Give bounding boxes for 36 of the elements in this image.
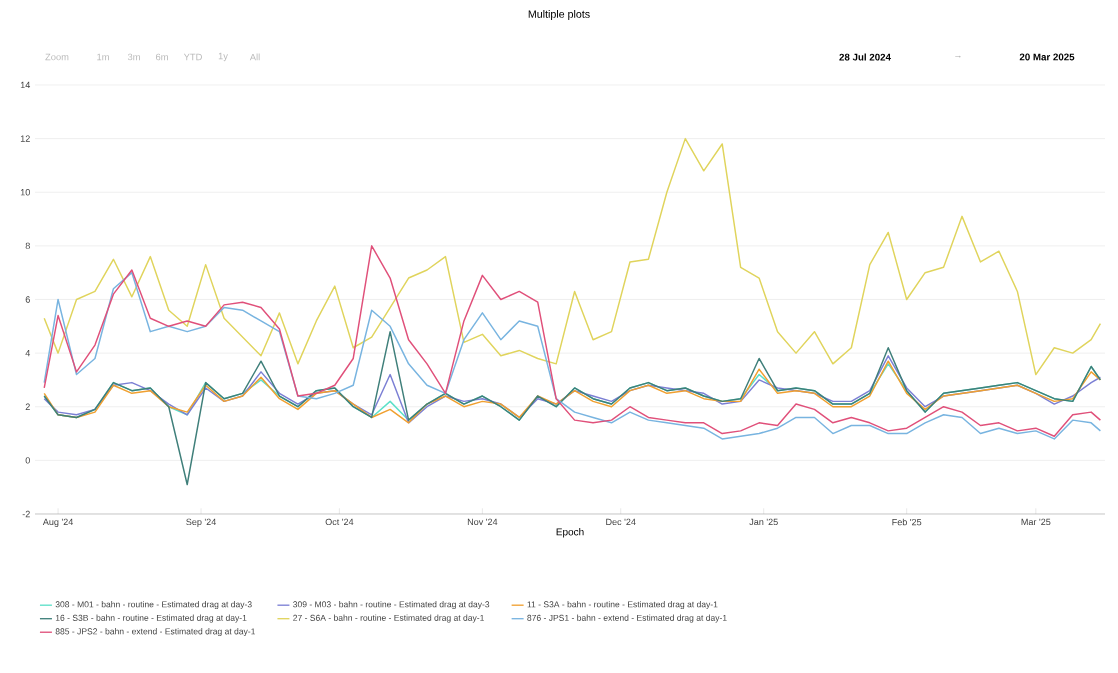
y-tick-label: 0 <box>25 457 30 464</box>
y-tick-label: 2 <box>25 403 30 410</box>
legend-label: 308 - M01 - bahn - routine - Estimated drag at day-3 <box>55 601 252 610</box>
text: 1m <box>97 53 109 61</box>
x-tick-label: Oct '24 <box>325 518 354 526</box>
text: 1y <box>218 52 228 62</box>
x-tick-label: Aug '24 <box>42 518 74 527</box>
x-tick-label: Jan '25 <box>749 518 778 526</box>
x-tick-label: Dec '24 <box>606 518 636 526</box>
legend-label: 27 - S6A - bahn - routine - Estimated drag at day-1 <box>293 614 484 623</box>
text: All <box>249 53 260 61</box>
text: YTD <box>183 53 202 61</box>
text: 6m <box>156 53 168 61</box>
text: 28 Jul 2024 <box>839 53 891 61</box>
y-tick-label: 6 <box>25 296 30 303</box>
x-tick-label: Feb '25 <box>892 518 922 526</box>
legend-label: 309 - M03 - bahn - routine - Estimated drag at day-3 <box>293 601 490 610</box>
y-tick-label: 10 <box>20 189 30 196</box>
legend-label: 885 - JPS2 - bahn - extend - Estimated drag at day-1 <box>55 628 255 637</box>
x-tick-label: Sep '24 <box>186 518 217 527</box>
x-tick-label: Nov '24 <box>467 518 498 526</box>
y-tick-label: 4 <box>25 349 31 357</box>
x-axis-title: Epoch <box>556 528 584 538</box>
legend-label: 876 - JPS1 - bahn - extend - Estimated drag at day-1 <box>527 614 727 623</box>
text: Zoom <box>45 53 69 61</box>
legend-label: 11 - S3A - bahn - routine - Estimated drag at day-1 <box>527 601 718 610</box>
y-tick-label: 12 <box>20 135 30 142</box>
y-tick-label: -2 <box>22 510 30 518</box>
legend-label: 16 - S3B - bahn - routine - Estimated drag at day-1 <box>55 614 247 623</box>
text: → <box>955 55 961 58</box>
x-tick-label: Mar '25 <box>1021 518 1051 526</box>
y-tick-label: 8 <box>25 242 30 250</box>
y-tick-label: 14 <box>20 81 31 89</box>
text: 20 Mar 2025 <box>1019 53 1075 61</box>
chart-title: Multiple plots <box>528 10 590 20</box>
text: 3m <box>127 53 140 61</box>
